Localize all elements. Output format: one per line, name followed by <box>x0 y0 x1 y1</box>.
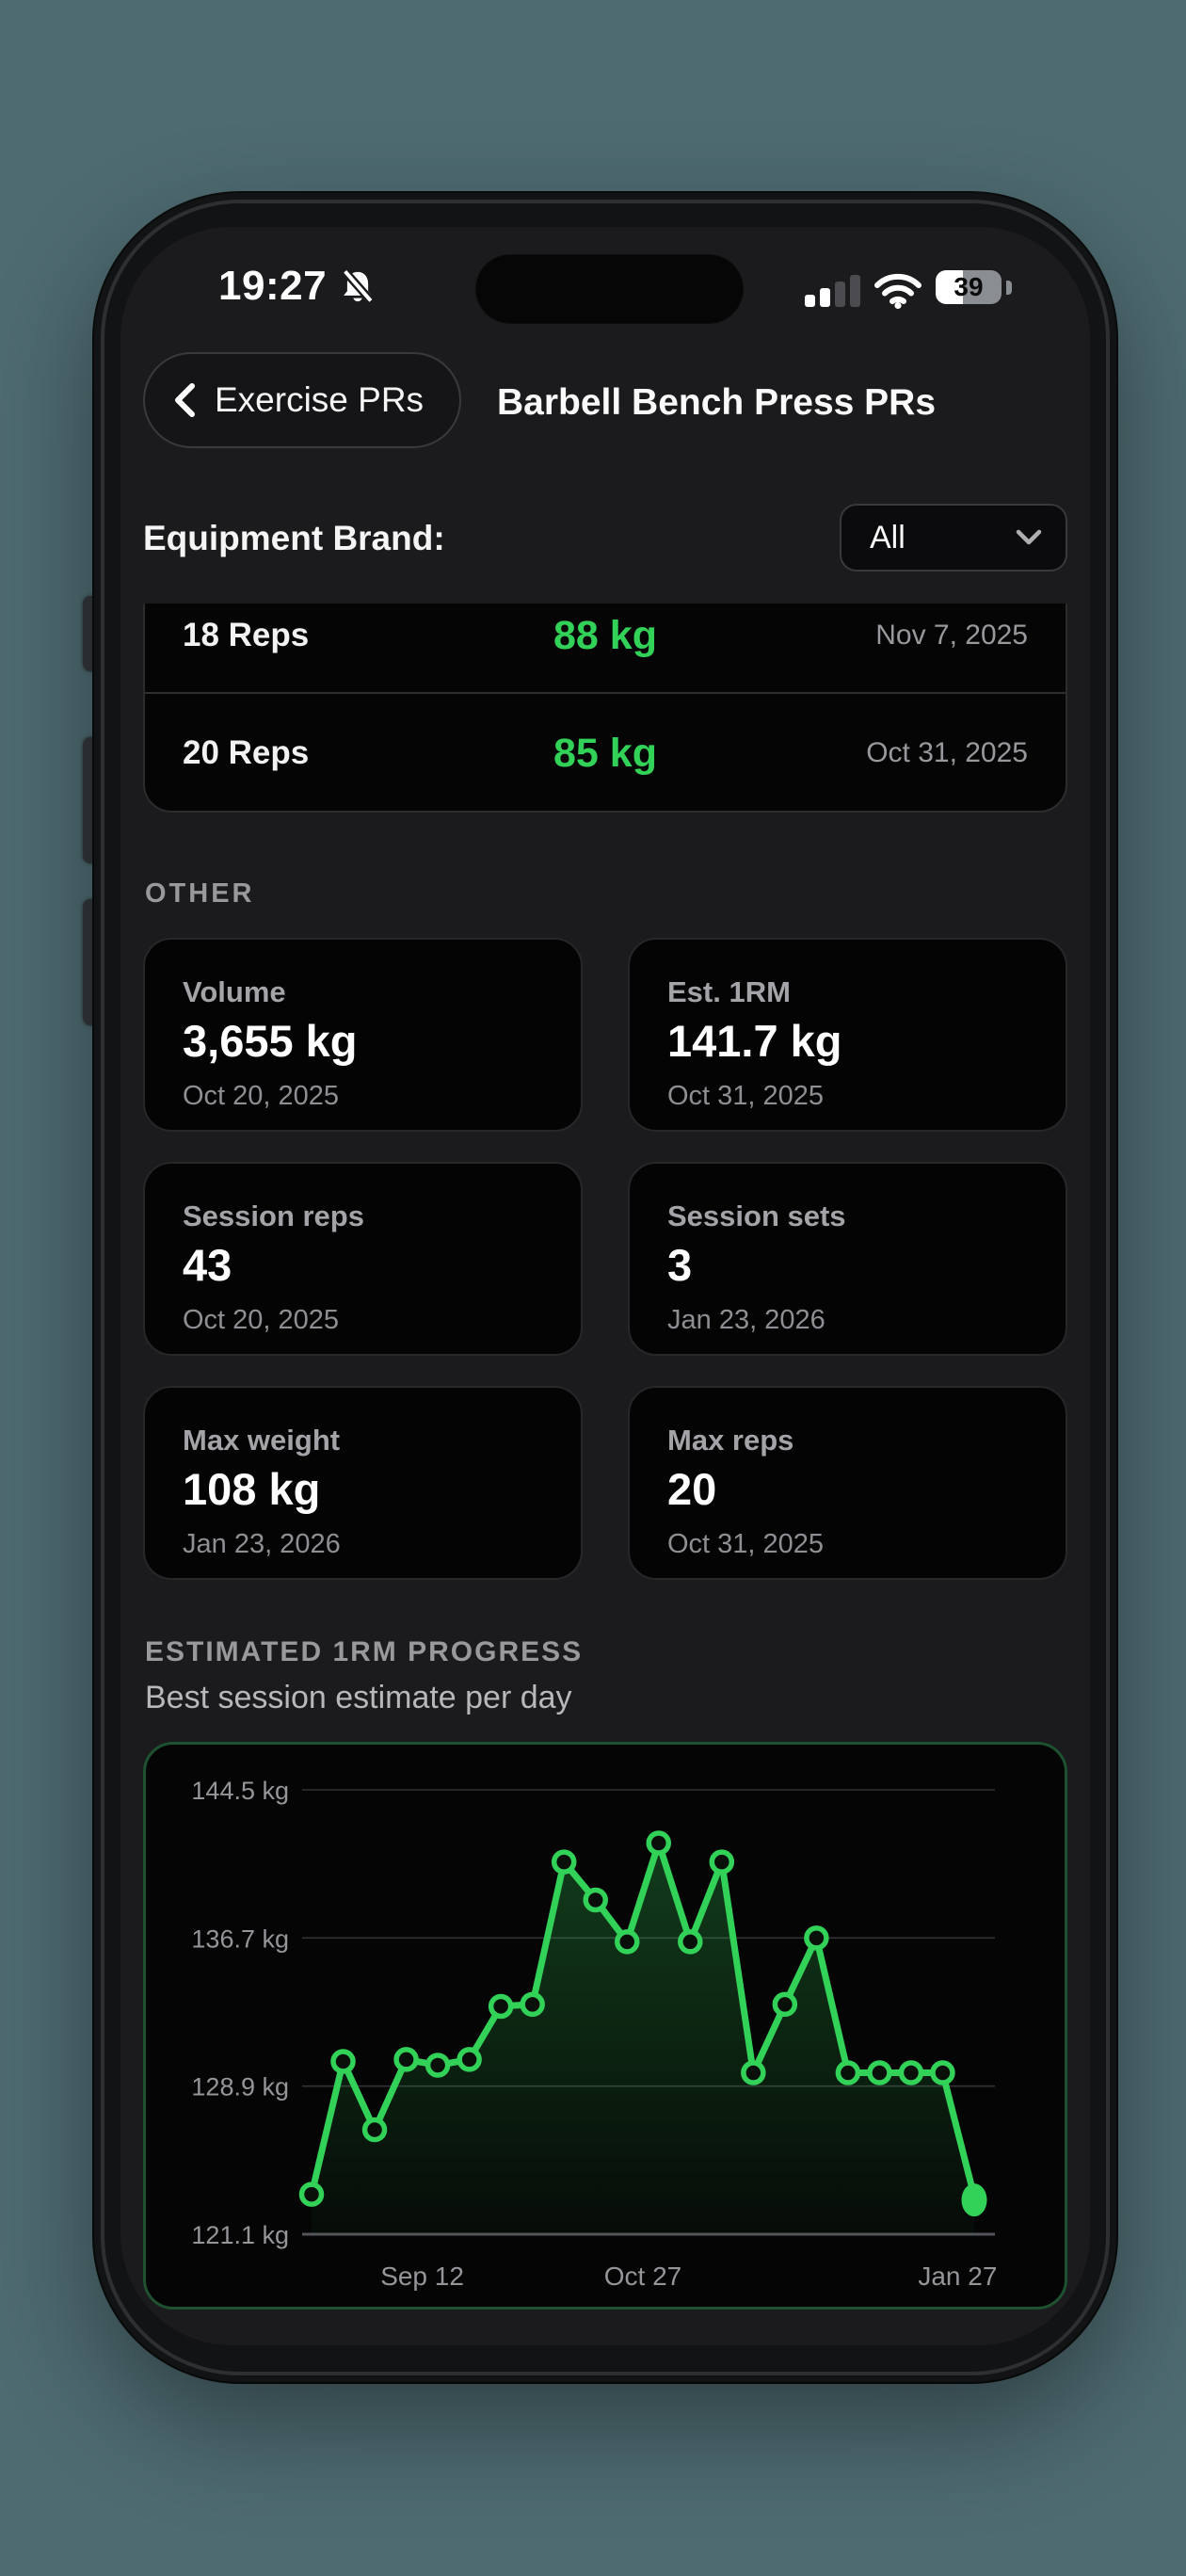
stat-value: 108 kg <box>183 1464 321 1514</box>
dynamic-island <box>475 254 744 324</box>
page-title: Barbell Bench Press PRs <box>497 382 937 423</box>
progress-section-heading: ESTIMATED 1RM PROGRESS <box>145 1636 584 1667</box>
rep-record-row: 20 Reps 85 kg Oct 31, 2025 <box>145 694 1066 811</box>
svg-text:121.1 kg: 121.1 kg <box>191 2221 289 2249</box>
wifi-icon <box>874 273 922 310</box>
stat-value: 20 <box>667 1464 717 1514</box>
battery-percent: 39 <box>954 272 984 301</box>
stat-value: 43 <box>183 1240 232 1290</box>
stat-label: Est. 1RM <box>667 975 791 1008</box>
back-button[interactable]: Exercise PRs <box>143 352 461 448</box>
phone-frame: 18 Reps 88 kg Nov 7, 2025 20 Reps 85 kg … <box>94 193 1116 2382</box>
stat-card-session-sets: Session sets 3 Jan 23, 2026 <box>628 1162 1067 1356</box>
stat-date: Oct 31, 2025 <box>667 1081 825 1111</box>
phone-screen[interactable]: 18 Reps 88 kg Nov 7, 2025 20 Reps 85 kg … <box>120 227 1090 2345</box>
stat-date: Oct 20, 2025 <box>183 1305 340 1335</box>
cellular-signal-icon <box>805 275 860 307</box>
stat-value: 3,655 kg <box>183 1016 358 1066</box>
stat-card-max-reps: Max reps 20 Oct 31, 2025 <box>628 1386 1067 1580</box>
stat-date: Jan 23, 2026 <box>667 1305 825 1335</box>
stat-label: Session reps <box>183 1199 364 1232</box>
equipment-brand-dropdown[interactable]: All <box>840 504 1067 572</box>
row-divider <box>145 692 1066 694</box>
svg-text:128.9 kg: 128.9 kg <box>191 2073 289 2101</box>
stat-value: 3 <box>667 1240 693 1290</box>
battery-fill <box>936 270 964 304</box>
notifications-muted-icon <box>341 268 376 305</box>
chevron-left-icon <box>175 383 195 417</box>
stat-date: Jan 23, 2026 <box>183 1529 341 1559</box>
status-time: 19:27 <box>218 263 328 309</box>
scroll-content[interactable]: 18 Reps 88 kg Nov 7, 2025 20 Reps 85 kg … <box>120 227 1090 2345</box>
rep-date: Nov 7, 2025 <box>875 620 1028 651</box>
estimated-1rm-chart-card: 144.5 kg 136.7 kg 128.9 kg 121.1 kg Sep 12 Oc… <box>143 1742 1067 2310</box>
svg-text:136.7 kg: 136.7 kg <box>191 1924 289 1953</box>
rep-weight-value: 85 kg <box>553 730 657 776</box>
stat-date: Oct 31, 2025 <box>667 1529 825 1559</box>
stat-card-est-1rm: Est. 1RM 141.7 kg Oct 31, 2025 <box>628 938 1067 1132</box>
dropdown-selected-value: All <box>870 519 906 555</box>
battery-icon: 39 <box>936 270 1002 304</box>
rep-weight-value: 88 kg <box>553 612 657 658</box>
svg-text:Sep 12: Sep 12 <box>380 2262 464 2291</box>
phone-frame-seam <box>101 200 1110 2375</box>
stat-card-session-reps: Session reps 43 Oct 20, 2025 <box>143 1162 583 1356</box>
rep-record-row: 18 Reps 88 kg Nov 7, 2025 <box>145 579 1066 692</box>
svg-text:Jan 27: Jan 27 <box>918 2262 997 2291</box>
svg-text:Oct 27: Oct 27 <box>604 2262 681 2291</box>
rep-records-card: 18 Reps 88 kg Nov 7, 2025 20 Reps 85 kg … <box>143 577 1067 813</box>
battery-nub <box>1006 281 1012 295</box>
chevron-down-icon <box>1016 529 1042 545</box>
back-button-label: Exercise PRs <box>215 380 425 419</box>
stat-label: Max reps <box>667 1424 794 1457</box>
stat-card-volume: Volume 3,655 kg Oct 20, 2025 <box>143 938 583 1132</box>
equipment-brand-label: Equipment Brand: <box>143 519 445 557</box>
other-section-heading: OTHER <box>145 878 255 909</box>
stat-label: Volume <box>183 975 286 1008</box>
status-bar: 19:27 <box>120 227 1090 349</box>
stat-label: Session sets <box>667 1199 846 1232</box>
stat-card-max-weight: Max weight 108 kg Jan 23, 2026 <box>143 1386 583 1580</box>
rep-date: Oct 31, 2025 <box>866 737 1028 768</box>
progress-section-subheading: Best session estimate per day <box>145 1680 572 1715</box>
stat-cards-grid: Volume 3,655 kg Oct 20, 2025 Est. 1RM 14… <box>143 938 1067 1580</box>
rep-count-label: 18 Reps <box>183 617 310 653</box>
rep-count-label: 20 Reps <box>183 734 310 771</box>
stat-label: Max weight <box>183 1424 341 1457</box>
progress-line-chart: 144.5 kg 136.7 kg 128.9 kg 121.1 kg Sep 12 Oc… <box>191 1777 997 2291</box>
stat-date: Oct 20, 2025 <box>183 1081 340 1111</box>
svg-text:144.5 kg: 144.5 kg <box>191 1777 289 1805</box>
stat-value: 141.7 kg <box>667 1016 842 1066</box>
